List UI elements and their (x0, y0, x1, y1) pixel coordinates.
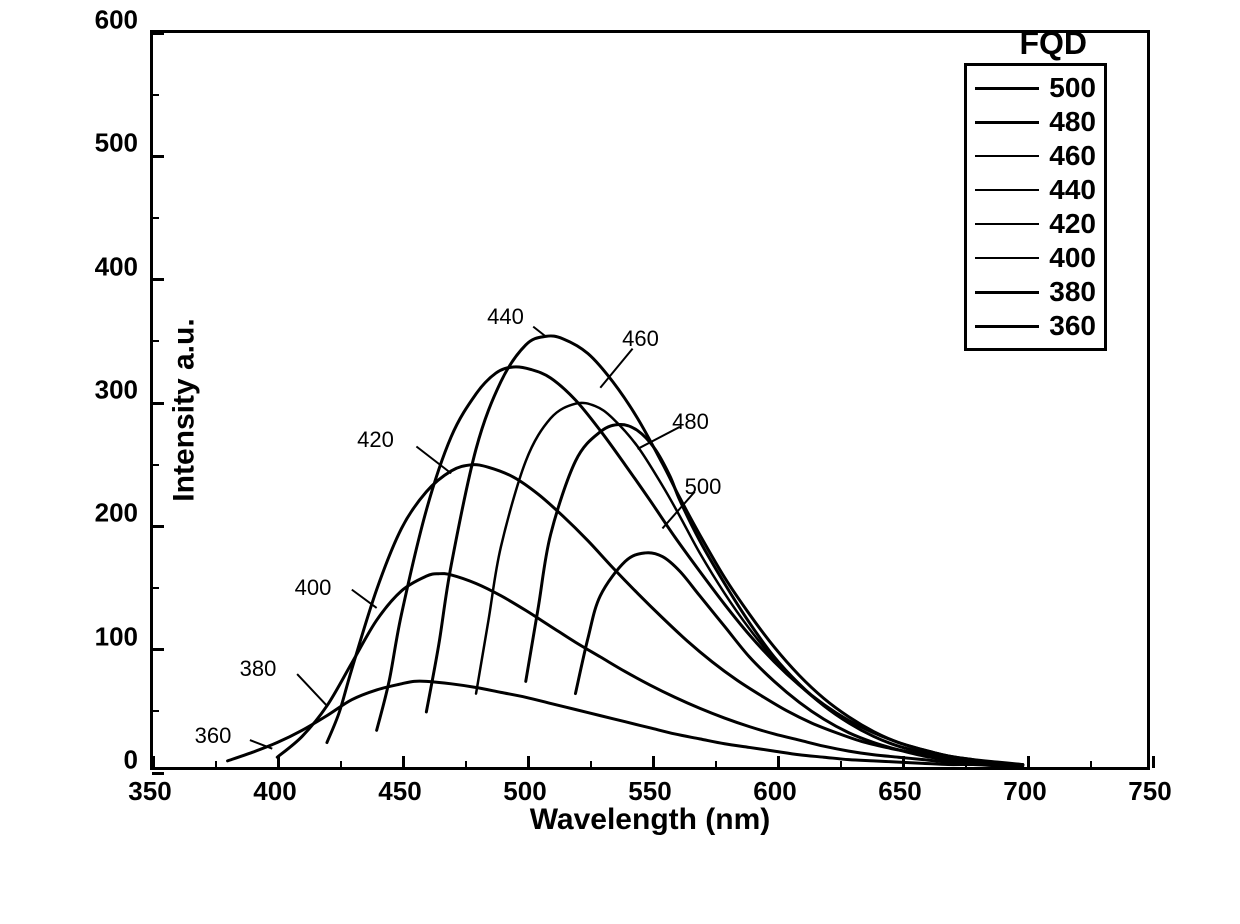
x-minor-tick (840, 761, 842, 768)
legend-label: 480 (1049, 106, 1096, 138)
x-axis-label: Wavelength (nm) (153, 803, 1147, 837)
curve-label-360: 360 (195, 723, 232, 749)
pointer-440 (533, 327, 545, 337)
legend-title: FQD (1019, 25, 1087, 62)
legend-item-440: 440 (975, 174, 1096, 206)
x-minor-tick (590, 761, 592, 768)
series-380 (277, 574, 1023, 766)
pointer-460 (600, 349, 632, 388)
x-tick-label: 400 (253, 776, 296, 807)
x-tick (1152, 756, 1155, 768)
legend-box: 500480460440420400380360 (964, 63, 1107, 351)
x-tick (527, 756, 530, 768)
curve-label-460: 460 (622, 326, 659, 352)
legend-item-480: 480 (975, 106, 1096, 138)
chart-container: Intensity a.u. Wavelength (nm) FQD 50048… (100, 20, 1190, 850)
legend-line (975, 121, 1039, 124)
legend-item-400: 400 (975, 242, 1096, 274)
x-tick (402, 756, 405, 768)
legend-label: 420 (1049, 208, 1096, 240)
y-tick (152, 525, 164, 528)
curve-label-380: 380 (240, 656, 277, 682)
legend-line (975, 87, 1039, 90)
legend-label: 440 (1049, 174, 1096, 206)
y-minor-tick (152, 587, 159, 589)
series-500 (575, 553, 1022, 765)
x-tick-label: 550 (628, 776, 671, 807)
x-minor-tick (340, 761, 342, 768)
curve-label-440: 440 (487, 304, 524, 330)
legend-label: 400 (1049, 242, 1096, 274)
legend-item-460: 460 (975, 140, 1096, 172)
legend-line (975, 189, 1039, 191)
y-minor-tick (152, 710, 159, 712)
x-tick-label: 600 (753, 776, 796, 807)
y-tick-label: 200 (95, 498, 138, 529)
x-tick-label: 650 (878, 776, 921, 807)
y-tick-label: 500 (95, 128, 138, 159)
legend-item-360: 360 (975, 310, 1096, 342)
legend-line (975, 291, 1039, 294)
curve-label-500: 500 (685, 474, 722, 500)
y-minor-tick (152, 217, 159, 219)
y-minor-tick (152, 464, 159, 466)
x-tick-label: 750 (1128, 776, 1171, 807)
series-460 (476, 403, 1023, 765)
series-360 (228, 681, 1023, 766)
legend-label: 460 (1049, 140, 1096, 172)
legend-item-380: 380 (975, 276, 1096, 308)
y-tick-label: 400 (95, 251, 138, 282)
x-tick-label: 450 (378, 776, 421, 807)
legend-line (975, 257, 1039, 260)
legend-item-500: 500 (975, 72, 1096, 104)
series-440 (426, 336, 1022, 765)
y-tick-label: 0 (124, 745, 138, 776)
pointer-360 (250, 740, 272, 749)
x-minor-tick (965, 761, 967, 768)
x-minor-tick (215, 761, 217, 768)
x-tick-label: 350 (128, 776, 171, 807)
x-minor-tick (465, 761, 467, 768)
curve-label-480: 480 (672, 409, 709, 435)
legend-line (975, 325, 1039, 328)
legend-label: 360 (1049, 310, 1096, 342)
x-tick (652, 756, 655, 768)
x-tick (152, 756, 155, 768)
y-minor-tick (152, 94, 159, 96)
x-tick (777, 756, 780, 768)
x-tick-label: 500 (503, 776, 546, 807)
legend-line (975, 155, 1039, 157)
curve-label-400: 400 (295, 575, 332, 601)
legend-line (975, 223, 1039, 225)
x-tick (277, 756, 280, 768)
legend-item-420: 420 (975, 208, 1096, 240)
y-tick (152, 648, 164, 651)
series-400 (327, 465, 1010, 765)
plot-area: Intensity a.u. Wavelength (nm) FQD 50048… (150, 30, 1150, 770)
legend-label: 500 (1049, 72, 1096, 104)
x-minor-tick (1090, 761, 1092, 768)
y-tick-label: 600 (95, 5, 138, 36)
y-tick-label: 100 (95, 621, 138, 652)
y-axis-label: Intensity a.u. (168, 318, 202, 501)
y-tick (152, 402, 164, 405)
y-tick (152, 278, 164, 281)
x-minor-tick (715, 761, 717, 768)
y-minor-tick (152, 340, 159, 342)
y-tick (152, 155, 164, 158)
x-tick (902, 756, 905, 768)
pointer-380 (297, 674, 327, 706)
y-tick (152, 32, 164, 35)
y-tick (152, 772, 164, 775)
y-tick-label: 300 (95, 375, 138, 406)
x-tick-label: 700 (1003, 776, 1046, 807)
x-tick (1027, 756, 1030, 768)
curve-label-420: 420 (357, 427, 394, 453)
legend-label: 380 (1049, 276, 1096, 308)
